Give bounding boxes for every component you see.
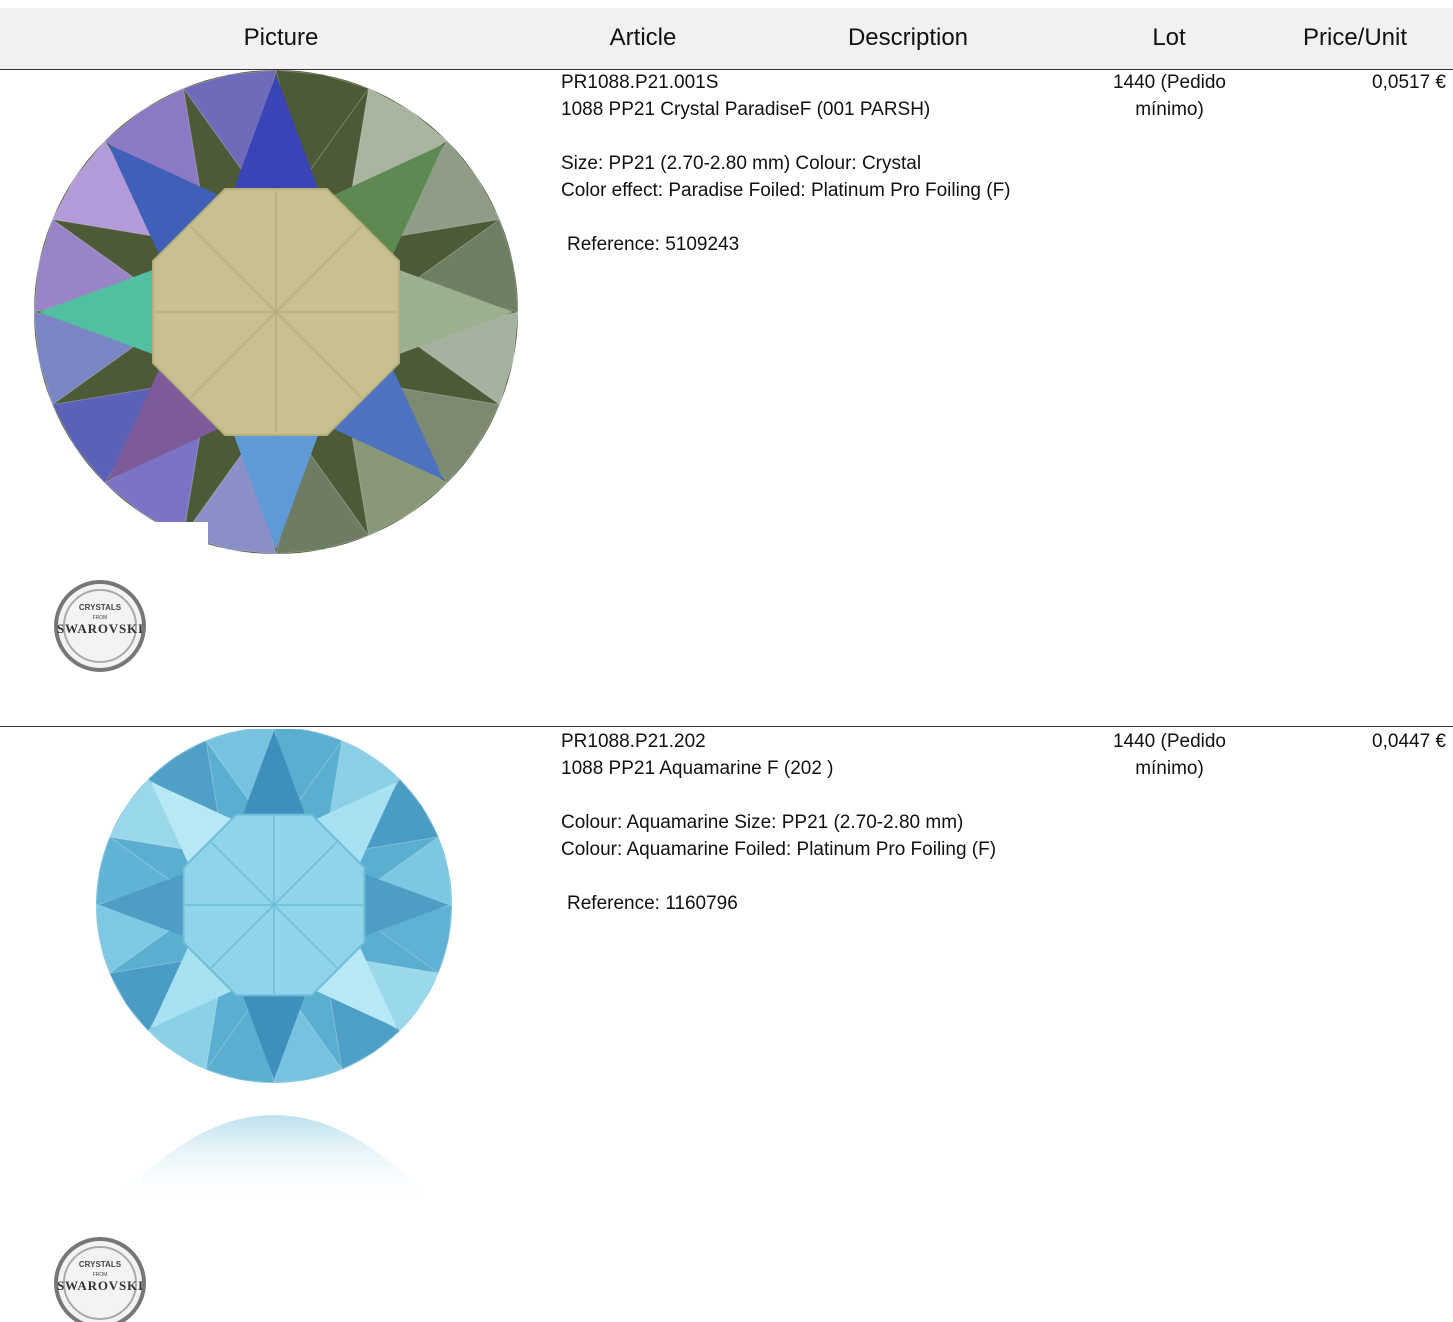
logo-ring xyxy=(54,1237,146,1322)
gem-table-line xyxy=(273,841,338,906)
gem-reflection xyxy=(114,1115,434,1205)
gem-table-line xyxy=(275,311,363,399)
gem-star xyxy=(108,358,230,480)
header-cell: Article xyxy=(609,24,677,51)
lot-cell: 1440 (Pedido mínimo) xyxy=(1112,72,1227,120)
gem-star xyxy=(356,870,449,940)
gem-star xyxy=(239,987,309,1080)
logo-ring xyxy=(54,580,146,672)
gem-star xyxy=(229,423,323,550)
reference: Reference: 5109243 xyxy=(567,234,740,255)
detail-line: Colour: Aquamarine Foiled: Platinum Pro … xyxy=(561,839,997,860)
price-cell: 0,0517 € xyxy=(1372,72,1446,93)
gem-table-line xyxy=(210,841,275,906)
detail-line: Colour: Aquamarine Size: PP21 (2.70-2.80… xyxy=(561,812,964,833)
logo-inner xyxy=(63,1246,137,1320)
description-cell: PR1088.P21.001S 1088 PP21 Crystal Paradis… xyxy=(561,69,1011,258)
gem-star xyxy=(229,74,323,201)
article-code: PR1088.P21.202 xyxy=(561,731,706,752)
logo-brand: SWAROVSKI xyxy=(57,621,143,636)
logo-top: CRYSTALS xyxy=(79,603,122,612)
row-separator xyxy=(0,726,1453,727)
gem-star xyxy=(99,870,192,940)
product-row: CRYSTALS FROM SWAROVSKI PR1088.P21.202 1088 … xyxy=(0,729,1453,1322)
gem-star xyxy=(239,730,309,823)
spacer xyxy=(561,782,996,809)
detail-line: Color effect: Paradise Foiled: Platinum … xyxy=(561,180,1011,201)
gem-table-line xyxy=(189,225,277,313)
gem-star xyxy=(108,144,230,266)
header-cell: Picture xyxy=(243,24,319,51)
gem-star xyxy=(387,265,514,359)
spacer xyxy=(561,863,996,890)
gem-star xyxy=(308,939,398,1029)
article-name: 1088 PP21 Aquamarine F (202 ) xyxy=(561,758,834,779)
gem-star xyxy=(308,781,398,871)
detail-line: Size: PP21 (2.70-2.80 mm) Colour: Crysta… xyxy=(561,153,922,174)
header-cell: Lot xyxy=(1152,24,1186,51)
logo-middle: FROM xyxy=(93,1272,108,1278)
gem-star xyxy=(322,358,444,480)
image-mask xyxy=(0,522,208,562)
product-row: CRYSTALS FROM SWAROVSKI PR1088.P21.001S 1088… xyxy=(0,70,1453,726)
gem-star xyxy=(322,144,444,266)
gem-table-line xyxy=(275,225,363,313)
gem-table-line xyxy=(189,311,277,399)
spacer xyxy=(561,204,1011,231)
reference: Reference: 1160796 xyxy=(567,893,738,914)
logo-middle: FROM xyxy=(93,615,108,621)
gem-star xyxy=(150,781,240,871)
spacer xyxy=(561,123,1011,150)
logo-inner xyxy=(63,589,137,663)
lot-cell: 1440 (Pedido mínimo) xyxy=(1112,731,1227,779)
article-code: PR1088.P21.001S xyxy=(561,72,719,93)
gem-star xyxy=(150,939,240,1029)
gem-star xyxy=(38,265,165,359)
table-header: Picture Article Description Lot Price/Un… xyxy=(0,8,1453,70)
header-cell: Description xyxy=(847,24,969,51)
gem-table-line xyxy=(273,904,338,969)
gem-table-line xyxy=(210,904,275,969)
description-cell: PR1088.P21.202 1088 PP21 Aquamarine F (20… xyxy=(561,728,996,917)
header-cell: Price/Unit xyxy=(1302,24,1408,51)
price-cell: 0,0447 € xyxy=(1372,731,1446,752)
logo-brand: SWAROVSKI xyxy=(57,1278,143,1293)
article-name: 1088 PP21 Crystal ParadiseF (001 PARSH) xyxy=(561,99,931,120)
logo-top: CRYSTALS xyxy=(79,1260,122,1269)
